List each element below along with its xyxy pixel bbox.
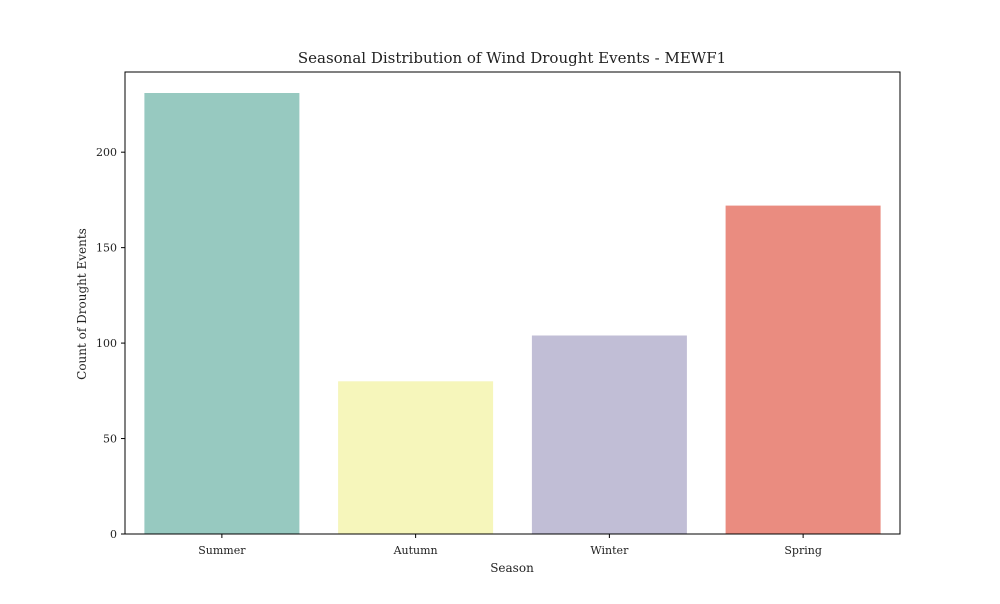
y-tick-label-0: 0 bbox=[110, 528, 117, 541]
plot-frame bbox=[124, 71, 901, 535]
x-tick-label-spring: Spring bbox=[784, 544, 821, 557]
y-tick-label-200: 200 bbox=[96, 146, 117, 159]
x-axis-label: Season bbox=[490, 561, 534, 575]
bar-autumn bbox=[338, 381, 494, 534]
y-tick-label-150: 150 bbox=[96, 242, 117, 255]
x-tick-label-summer: Summer bbox=[198, 544, 246, 557]
chart-title: Seasonal Distribution of Wind Drought Ev… bbox=[298, 49, 726, 67]
y-tick-label-50: 50 bbox=[103, 433, 117, 446]
y-axis: 0 50 100 150 200 bbox=[96, 146, 125, 541]
x-tick-label-autumn: Autumn bbox=[393, 544, 438, 557]
x-axis: Summer Autumn Winter Spring bbox=[198, 534, 822, 557]
y-axis-label: Count of Drought Events bbox=[75, 228, 89, 380]
x-tick-label-winter: Winter bbox=[590, 544, 629, 557]
bar-winter bbox=[531, 335, 687, 534]
bar-spring bbox=[725, 205, 881, 534]
y-tick-label-100: 100 bbox=[96, 337, 117, 350]
bars-layer bbox=[144, 93, 881, 534]
bar-summer bbox=[144, 93, 300, 534]
